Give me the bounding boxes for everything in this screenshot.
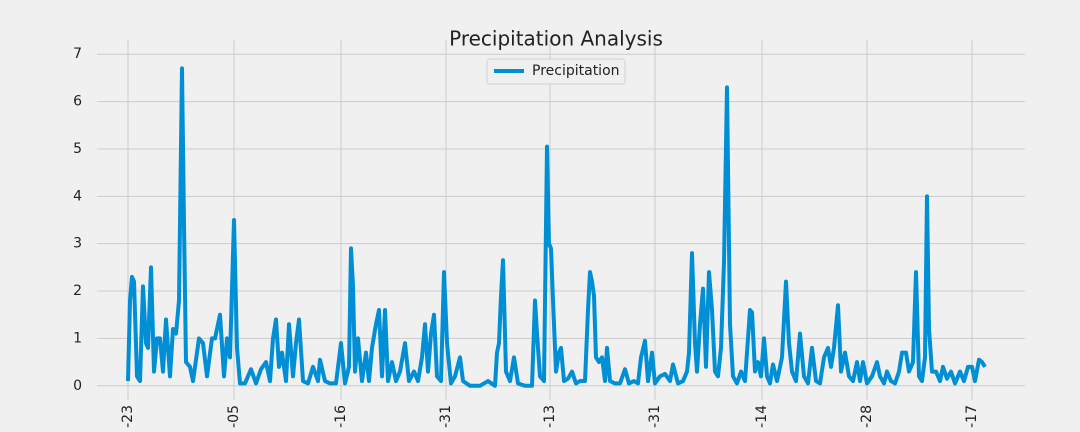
legend-label: Precipitation: [532, 63, 620, 79]
legend: Precipitation: [486, 58, 626, 85]
chart-title: Precipitation Analysis: [449, 27, 663, 51]
x-tick-label: -28: [859, 405, 875, 428]
x-tick-label: -31: [438, 405, 454, 428]
y-tick-label: 6: [73, 94, 82, 110]
x-tick-label: -31: [647, 405, 663, 428]
x-tick-label: -17: [964, 405, 980, 428]
y-tick-label: 4: [73, 188, 82, 204]
plot: [126, 66, 987, 388]
x-tick-label: -16: [333, 405, 349, 428]
x-tick-label: -05: [226, 405, 242, 428]
y-tick-label: 2: [73, 283, 82, 299]
y-tick-label: 5: [73, 141, 82, 157]
line-series: [126, 66, 987, 388]
x-tick-label: -13: [542, 405, 558, 428]
legend-box: [486, 58, 626, 85]
y-tick-label: 1: [73, 330, 82, 346]
x-tick-label: -23: [120, 405, 136, 428]
x-tick-label: -14: [754, 405, 770, 428]
y-tick-label: 0: [73, 378, 82, 394]
y-tick-label: 7: [73, 46, 82, 62]
y-tick-label: 3: [73, 236, 82, 252]
